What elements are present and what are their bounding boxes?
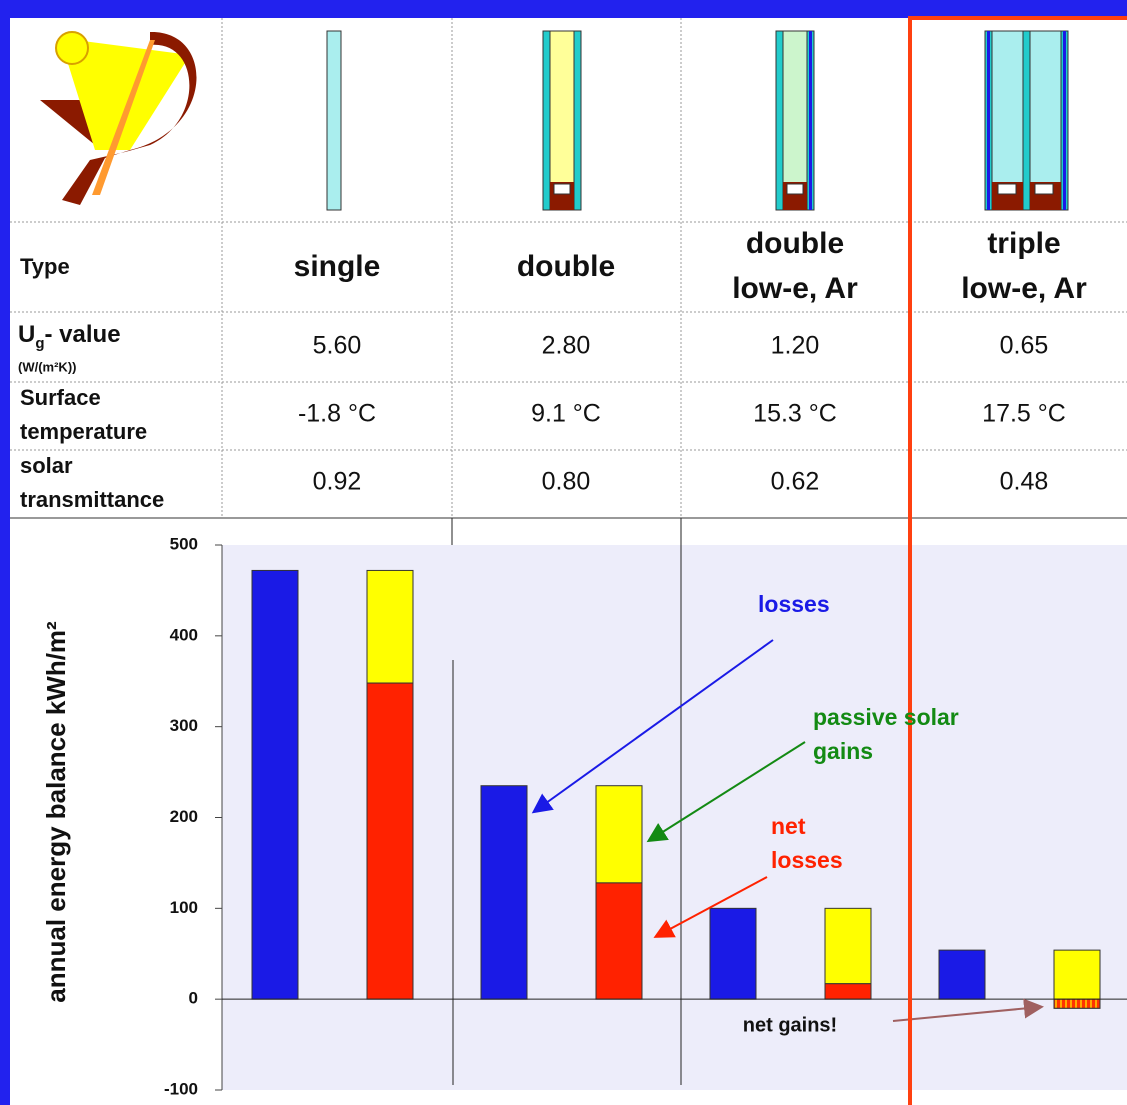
bar-gains: [367, 570, 413, 683]
bar-net-losses: [825, 984, 871, 999]
table-cell: 2.80: [542, 332, 591, 360]
table-cell: 0.62: [771, 468, 820, 496]
bar-gains: [596, 786, 642, 883]
y-tick-label: 0: [189, 989, 198, 1008]
plot-area: [222, 545, 1127, 1090]
row-label: Ug- value: [18, 321, 121, 352]
table-cell: 17.5 °C: [982, 400, 1066, 428]
slide: Type Ug- value (W/(m²K)) Surface tempera…: [0, 0, 1127, 1105]
bar-gains: [825, 908, 871, 983]
glazing-single: [327, 31, 341, 210]
row-label: transmittance: [20, 487, 164, 512]
type-cell: double: [517, 250, 615, 283]
glazing-double-low-e: [776, 31, 814, 210]
table-cell: 15.3 °C: [753, 400, 837, 428]
type-cell: low-e, Ar: [961, 272, 1087, 305]
bar-losses: [252, 570, 298, 999]
y-tick-label: 100: [170, 898, 198, 917]
type-cell: triple: [987, 227, 1060, 260]
table-cell: 0.48: [1000, 468, 1049, 496]
bar-net-losses: [596, 883, 642, 999]
page: {"table": { "type_row": {"label": "Type"…: [0, 0, 1127, 1105]
row-label-subscript: g: [35, 335, 44, 352]
y-tick-label: 200: [170, 807, 198, 826]
table-cell: 5.60: [313, 332, 362, 360]
table-cell: 9.1 °C: [531, 400, 601, 428]
row-label: solar: [20, 453, 73, 478]
series-label: losses: [758, 587, 830, 621]
bar-net-losses: [367, 683, 413, 999]
series-label: passive solar gains: [813, 700, 983, 768]
glazing-double: [543, 31, 581, 210]
row-label-part: - value: [45, 321, 121, 348]
table-cell: 1.20: [771, 332, 820, 360]
row-label-part: U: [18, 321, 35, 348]
row-label: temperature: [20, 419, 147, 444]
annotation: net gains!: [743, 1014, 837, 1036]
type-cell: single: [294, 250, 381, 283]
y-tick-label: 400: [170, 625, 198, 644]
glazing-triple-low-e: [985, 31, 1068, 210]
y-axis-label: annual energy balance kWh/m²: [41, 621, 71, 1003]
bar-net-losses: [1054, 999, 1100, 1008]
row-label: Surface: [20, 385, 101, 410]
table-cell: -1.8 °C: [298, 400, 376, 428]
type-cell: low-e, Ar: [732, 272, 858, 305]
y-tick-label: 500: [170, 534, 198, 553]
bar-losses: [939, 950, 985, 999]
bar-losses: [481, 786, 527, 999]
bar-losses: [710, 908, 756, 999]
table-cell: 0.92: [313, 468, 362, 496]
table-cell: 0.65: [1000, 332, 1049, 360]
y-tick-label: 300: [170, 716, 198, 735]
table-cell: 0.80: [542, 468, 591, 496]
series-label: net losses: [771, 809, 871, 877]
y-tick-label: -100: [164, 1079, 198, 1098]
row-unit: (W/(m²K)): [18, 359, 76, 374]
row-label: Type: [20, 254, 70, 279]
type-cell: double: [746, 227, 844, 260]
